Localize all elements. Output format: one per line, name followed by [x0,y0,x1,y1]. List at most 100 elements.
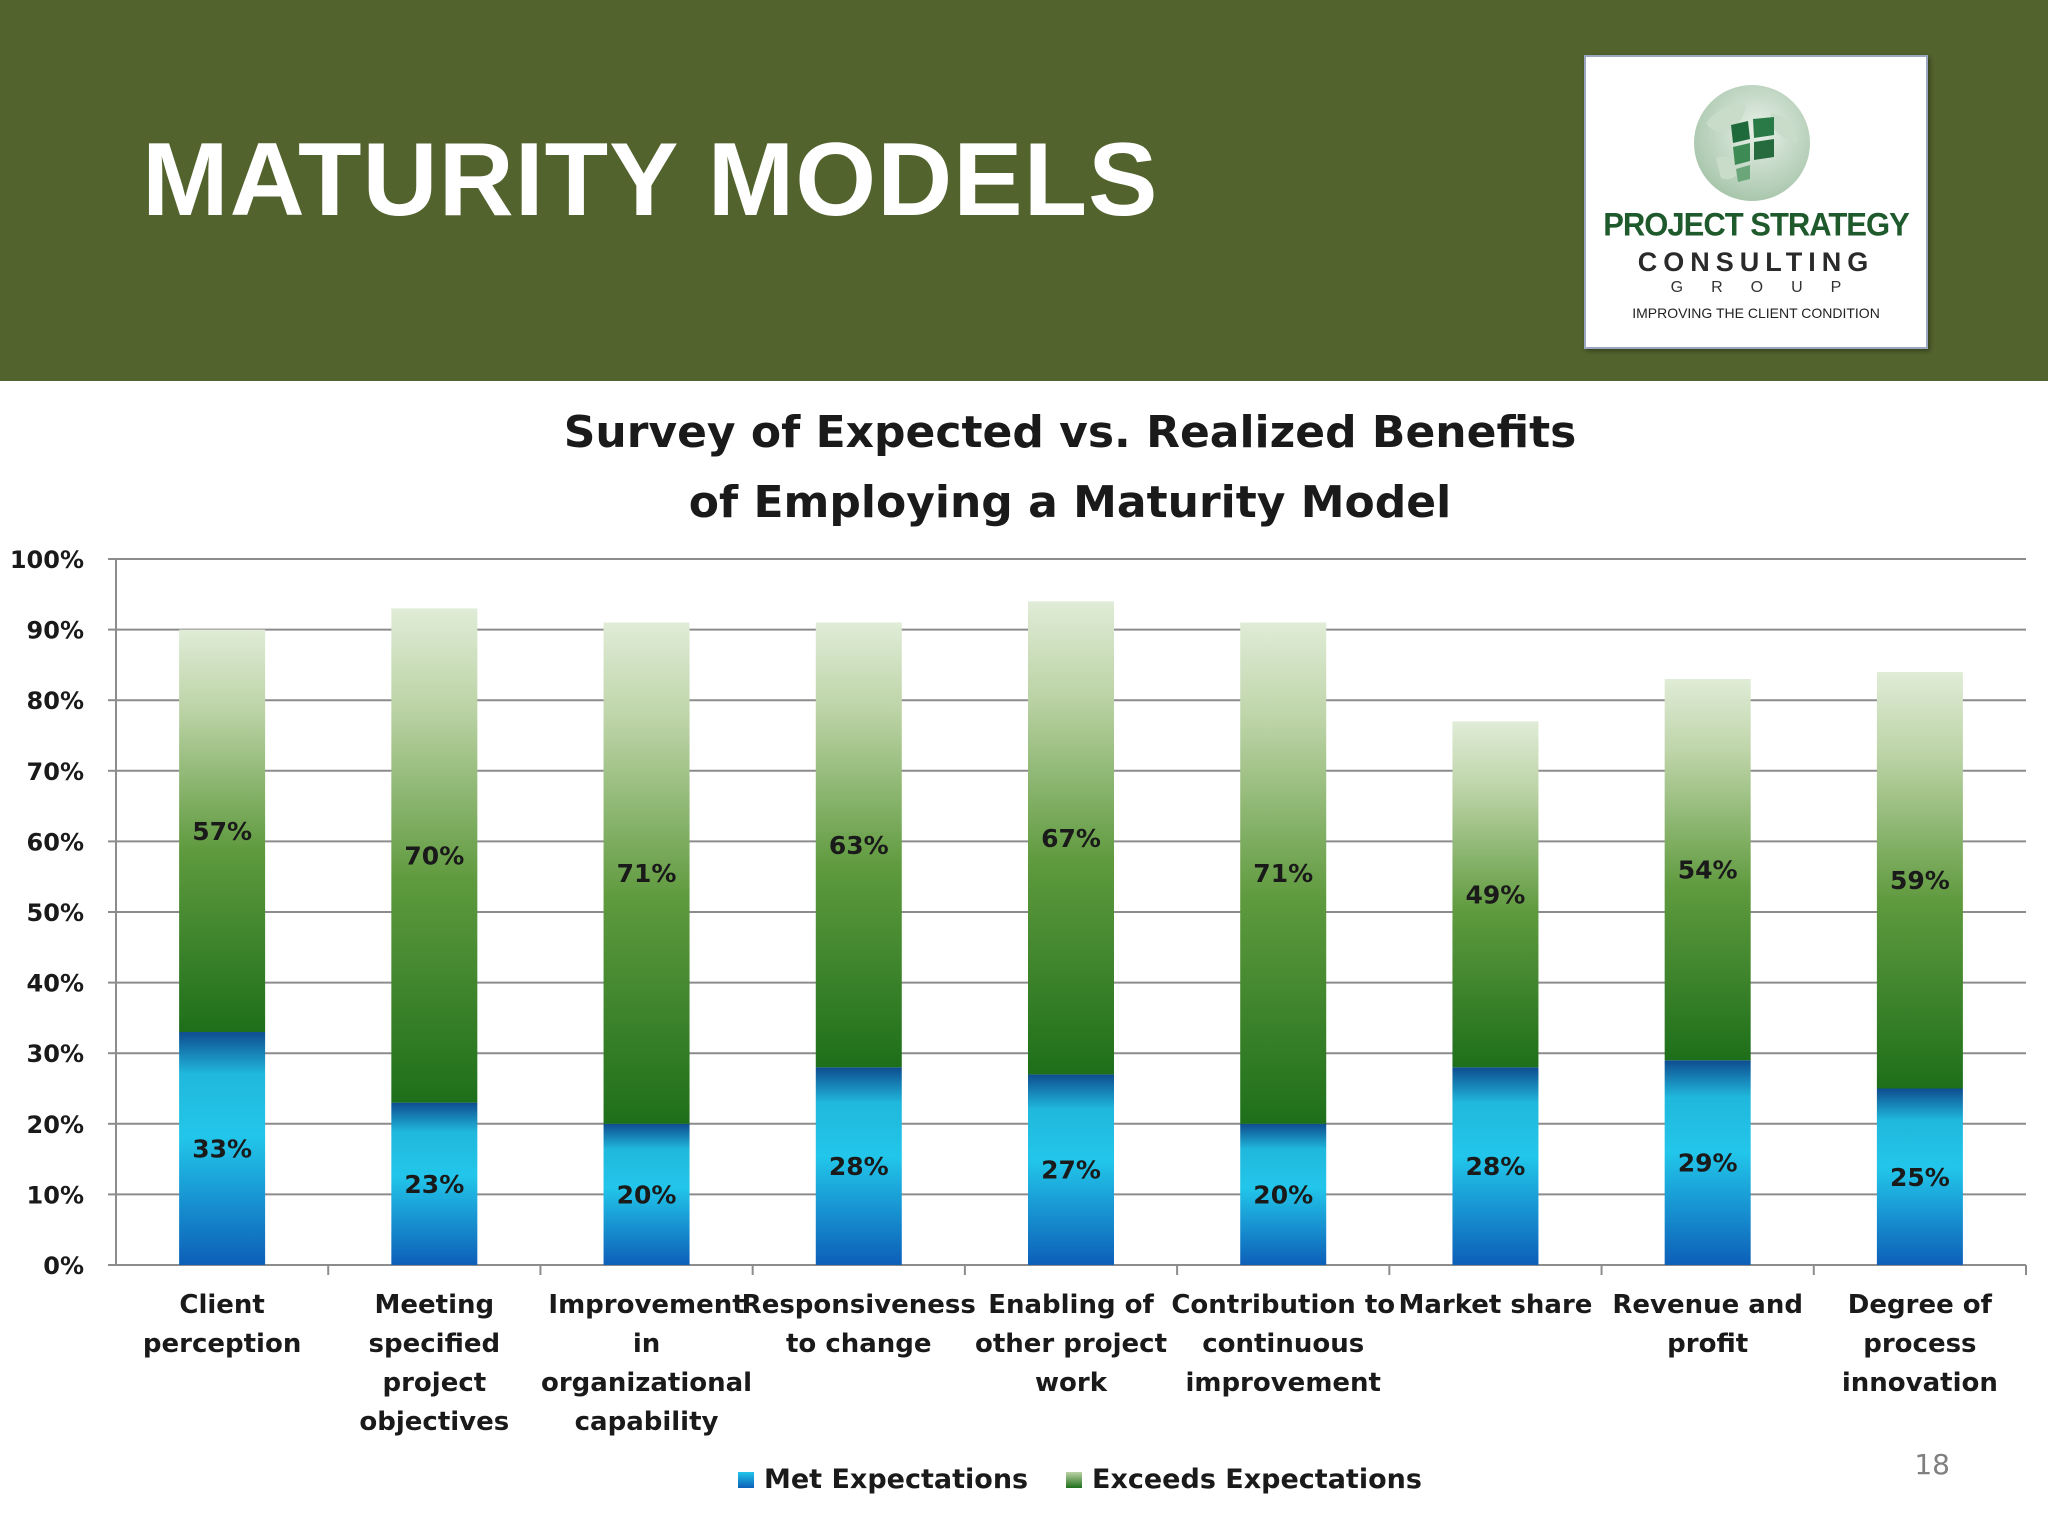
logo-text-project-strategy: PROJECT STRATEGY [1603,206,1910,243]
bar-exceeds-expectations [815,622,902,1068]
x-category-label-line: process [1863,1329,1976,1359]
chart-legend: Met Expectations Exceeds Expectations [0,1464,2048,1504]
data-label-met: 23% [404,1170,464,1199]
data-label-met: 25% [1890,1163,1950,1192]
data-label-met: 20% [617,1180,677,1209]
y-tick-label: 40% [27,970,84,998]
x-category-label-line: Client [179,1290,264,1320]
x-category-label: Revenue and profit [1612,1290,1803,1359]
bar-exceeds-expectations [1240,622,1327,1124]
bar-met-expectations [1240,1123,1327,1265]
logo-tagline: IMPROVING THE CLIENT CONDITION [1632,305,1880,321]
bar-exceeds-expectations [1452,721,1539,1068]
bar-exceeds-expectations [179,629,266,1033]
x-category-label: Meeting specified project objectives [359,1290,509,1437]
legend-swatch-met [738,1471,754,1488]
y-axis-ticks: 0% 10% 20% 30% 40% 50% 60% 70% 80% 90% 100% [10,546,116,1280]
x-category-label-line: objectives [359,1407,509,1437]
data-label-exceeds: 49% [1466,880,1526,909]
data-label-exceeds: 70% [404,842,464,871]
x-category-label-line: Market share [1398,1290,1592,1320]
data-label-exceeds: 63% [829,831,889,860]
x-category-label: Client perception [143,1290,301,1359]
data-label-exceeds: 67% [1041,824,1101,853]
x-category-label: Improvement in organizational capability [541,1290,752,1437]
bar-met-expectations [1664,1060,1751,1265]
legend-label-exceeds: Exceeds Expectations [1092,1464,1422,1495]
y-tick-label: 0% [43,1252,84,1280]
data-label-exceeds: 59% [1890,866,1950,895]
chart-data-labels: 33% 57% 23% 70% 20% 71% 28% 63% 27% 67% 20% 71% 28% 4… [192,817,1950,1210]
x-category-label: Market share [1398,1290,1592,1320]
bar-met-expectations [1028,1074,1114,1265]
x-category-label: Enabling of other project work [975,1290,1167,1398]
x-category-label-line: continuous [1202,1329,1364,1359]
y-tick-label: 100% [10,546,84,574]
legend-swatch-exceeds [1066,1471,1082,1488]
bar-met-expectations [391,1102,478,1265]
bar-exceeds-expectations [1664,679,1751,1061]
x-category-label-line: capability [575,1407,719,1437]
x-category-label-line: improvement [1185,1368,1381,1398]
x-category-label-line: specified [369,1329,501,1359]
chart-title-line-1: Survey of Expected vs. Realized Benefits [563,407,1577,458]
bar-met-expectations [1876,1088,1963,1265]
data-label-met: 28% [829,1152,889,1181]
legend-item-exceeds: Exceeds Expectations [1066,1464,1422,1495]
chart-title: Survey of Expected vs. Realized Benefits… [470,398,1670,538]
x-category-label-line: organizational [541,1368,752,1398]
x-category-label-line: to change [786,1329,932,1359]
slide-title: MATURITY MODELS [142,122,1159,238]
y-tick-label: 20% [27,1111,84,1139]
x-category-label-line: Contribution to [1171,1290,1395,1320]
data-label-exceeds: 71% [617,859,677,888]
bar-exceeds-expectations [391,608,478,1103]
x-category-label-line: other project [975,1329,1167,1359]
globe-logo-icon [1694,85,1810,201]
bar-exceeds-expectations [1876,671,1963,1089]
x-category-label-line: Improvement [548,1290,744,1320]
data-label-met: 28% [1466,1152,1526,1181]
x-category-label-line: in [633,1329,660,1359]
bar-met-expectations [179,1032,266,1265]
x-category-label-line: project [382,1368,486,1398]
page-number: 18 [1914,1448,1950,1481]
x-category-label-line: Enabling of [988,1290,1154,1320]
x-category-label-line: work [1035,1368,1108,1398]
x-category-label: Degree of process innovation [1842,1290,1998,1398]
y-tick-label: 90% [27,617,84,645]
x-category-label-line: Revenue and [1612,1290,1803,1320]
y-tick-label: 80% [27,687,84,715]
bar-exceeds-expectations [1028,601,1114,1075]
x-category-label: Responsiveness to change [742,1290,976,1359]
x-category-label-line: Meeting [375,1290,495,1320]
bar-met-expectations [1452,1067,1539,1265]
x-category-label-line: Degree of [1848,1290,1993,1320]
bar-met-expectations [603,1123,690,1265]
data-label-met: 29% [1678,1149,1738,1178]
x-category-label-line: innovation [1842,1368,1998,1398]
chart-bars [179,601,1963,1265]
y-tick-label: 60% [27,828,84,856]
x-category-label-line: profit [1667,1329,1748,1359]
data-label-met: 20% [1253,1180,1313,1209]
x-axis-category-labels: Client perception Meeting specified project o… [143,1265,2027,1437]
x-category-label-line: Responsiveness [742,1290,976,1320]
legend-label-met: Met Expectations [764,1464,1029,1495]
bar-exceeds-expectations [603,622,690,1124]
x-category-label: Contribution to continuous improvement [1171,1290,1395,1398]
stacked-bar-chart: 0% 10% 20% 30% 40% 50% 60% 70% 80% 90% 100% 33% 57%… [10,546,2027,1437]
y-tick-label: 10% [27,1181,84,1209]
logo-text-group: GROUP [1670,279,1870,296]
chart-title-line-2: of Employing a Maturity Model [688,477,1452,528]
data-label-exceeds: 57% [192,817,252,846]
data-label-exceeds: 54% [1678,856,1738,885]
y-tick-label: 70% [27,758,84,786]
data-label-exceeds: 71% [1253,859,1313,888]
data-label-met: 27% [1041,1156,1101,1185]
x-category-label-line: perception [143,1329,301,1359]
y-tick-label: 30% [27,1040,84,1068]
company-logo: PROJECT STRATEGY CONSULTING GROUP IMPROV… [1584,55,1928,349]
slide-header: MATURITY MODELS PROJECT STRATEGY CONSULT… [0,0,2048,381]
bar-met-expectations [815,1067,902,1265]
